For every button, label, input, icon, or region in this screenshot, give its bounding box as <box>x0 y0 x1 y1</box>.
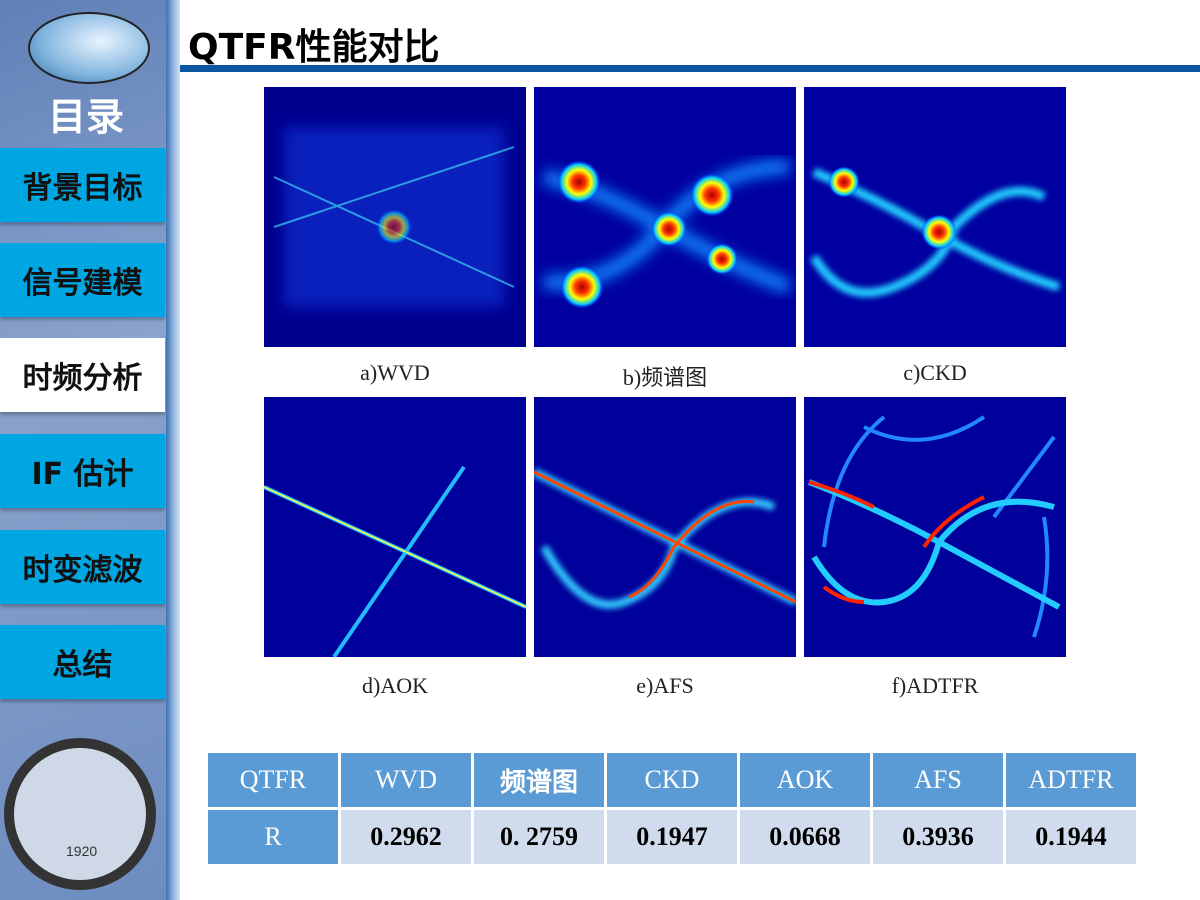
nav-background-goals[interactable]: 背景目标 <box>0 148 165 222</box>
header-cell: WVD <box>341 753 471 807</box>
header-cell: 频谱图 <box>474 753 604 807</box>
value-cell: 0.1947 <box>607 810 737 864</box>
nav-if-estimation[interactable]: IF 估计 <box>0 434 165 508</box>
table-header-row: QTFR WVD 频谱图 CKD AOK AFS ADTFR <box>208 753 1136 807</box>
aok-image <box>264 397 526 657</box>
adtfr-image <box>804 397 1066 657</box>
value-cell: 0.1944 <box>1006 810 1136 864</box>
value-cell: 0.2962 <box>341 810 471 864</box>
caption-spectrogram: b)频谱图 <box>622 365 708 390</box>
value-cell: 0.3936 <box>873 810 1003 864</box>
header-cell: ADTFR <box>1006 753 1136 807</box>
caption-aok: d)AOK <box>362 673 428 698</box>
page-title: QTFR性能对比 <box>188 27 440 68</box>
table-row: R 0.2962 0. 2759 0.1947 0.0668 0.3936 0.… <box>208 810 1136 864</box>
university-seal-logo: 1920 <box>4 738 156 890</box>
spectrogram-image <box>534 87 796 347</box>
ckd-image <box>804 87 1066 347</box>
nav-summary[interactable]: 总结 <box>0 625 165 699</box>
header-cell: CKD <box>607 753 737 807</box>
sidebar: 目录 背景目标 信号建模 时频分析 IF 估计 时变滤波 总结 1920 <box>0 0 166 900</box>
row-label: R <box>208 810 338 864</box>
header-cell: QTFR <box>208 753 338 807</box>
value-cell: 0.0668 <box>740 810 870 864</box>
caption-adtfr: f)ADTFR <box>891 673 979 698</box>
nav-signal-modeling[interactable]: 信号建模 <box>0 243 165 317</box>
caption-ckd: c)CKD <box>903 360 967 385</box>
header-cell: AFS <box>873 753 1003 807</box>
wvd-image <box>264 87 526 347</box>
caption-afs: e)AFS <box>636 673 694 698</box>
sidebar-divider <box>166 0 180 900</box>
value-cell: 0. 2759 <box>474 810 604 864</box>
nav-time-varying-filter[interactable]: 时变滤波 <box>0 530 165 604</box>
title-rule <box>180 65 1200 72</box>
nav-time-frequency-analysis[interactable]: 时频分析 <box>0 338 165 412</box>
comparison-table: QTFR WVD 频谱图 CKD AOK AFS ADTFR R 0.2962 … <box>205 750 1139 867</box>
header-cell: AOK <box>740 753 870 807</box>
toc-label: 目录 <box>48 95 125 139</box>
logo-image <box>28 12 150 84</box>
afs-image <box>534 397 796 657</box>
caption-wvd: a)WVD <box>360 360 430 385</box>
